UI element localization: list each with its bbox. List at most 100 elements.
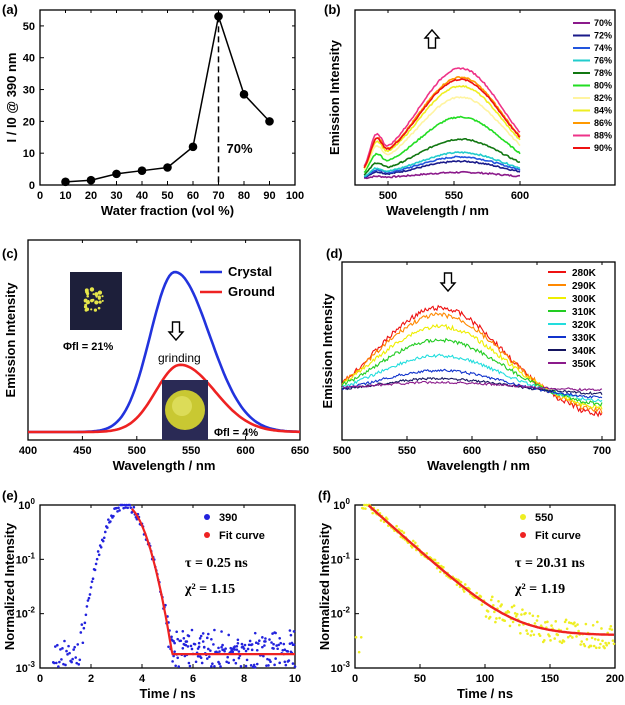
x-tick-label: 90 [263, 190, 275, 202]
data-point [102, 536, 106, 540]
x-axis-label: Water fraction (vol %) [101, 203, 234, 218]
fit-curve [367, 504, 615, 636]
data-point [531, 614, 535, 618]
data-point [608, 627, 612, 631]
down-arrow-icon [439, 272, 457, 293]
data-point [583, 644, 587, 648]
data-point [249, 664, 253, 667]
data-point [74, 656, 77, 659]
data-point [213, 628, 216, 632]
data-point [231, 650, 235, 654]
panel-label: (c) [2, 246, 18, 261]
legend-label: Crystal [228, 264, 272, 279]
data-point [528, 612, 532, 615]
legend-label: 80% [594, 81, 612, 91]
data-point [226, 655, 229, 659]
data-point [205, 657, 209, 660]
data-point [590, 636, 594, 640]
data-point [511, 620, 515, 624]
data-point [292, 630, 296, 633]
data-point [55, 661, 58, 665]
data-point [576, 623, 579, 626]
data-point [233, 645, 237, 648]
data-point [459, 580, 463, 584]
legend-marker [204, 514, 210, 520]
data-point [61, 647, 64, 650]
data-point [515, 612, 519, 616]
data-point [212, 643, 215, 646]
data-point [560, 641, 564, 645]
x-tick-label: 80 [238, 190, 250, 202]
data-point [269, 660, 272, 664]
data-point [542, 639, 546, 642]
crystal-photo-speck [97, 295, 101, 299]
panel-d: 500 550 600 650 700 (d) Emission Intensity Wave… [320, 246, 616, 473]
data-point [244, 664, 248, 668]
legend-label: 310K [572, 307, 597, 318]
data-point [410, 546, 414, 549]
data-point [261, 636, 264, 639]
y-tick-label: 10-2 [16, 606, 36, 621]
data-point [293, 665, 297, 668]
legend-label: 78% [594, 68, 612, 78]
x-tick-label: 20 [85, 190, 97, 202]
data-point [575, 635, 578, 638]
data-point [217, 646, 220, 650]
x-axis-label: Time / ns [457, 686, 513, 701]
data-point [82, 626, 86, 630]
plot-frame [341, 261, 616, 441]
crystal-photo-speck [94, 300, 99, 305]
y-tick-label: 30 [23, 85, 35, 97]
x-tick-label: 30 [110, 190, 122, 202]
data-point [573, 621, 576, 624]
data-point [261, 645, 264, 649]
data-point [492, 604, 495, 607]
data-point [239, 664, 243, 668]
data-point [58, 660, 61, 664]
series-88% [363, 67, 521, 167]
data-point [67, 644, 70, 648]
panel-label: (e) [2, 488, 18, 503]
crystal-photo-speck [84, 308, 88, 312]
data-point [199, 634, 203, 638]
data-point [567, 621, 571, 624]
crystal-photo-speck [97, 306, 101, 310]
x-tick-label: 100 [286, 190, 304, 202]
data-point [601, 639, 604, 643]
data-point [193, 642, 197, 646]
data-point [245, 658, 249, 662]
data-point [227, 661, 230, 665]
data-point [580, 640, 584, 643]
data-point [202, 646, 206, 649]
data-point [281, 648, 285, 652]
data-point [221, 643, 224, 647]
legend-label: 280K [572, 268, 597, 279]
data-point [533, 622, 537, 625]
data-point [463, 583, 467, 586]
data-point [521, 608, 524, 611]
data-point [72, 648, 75, 651]
data-point [286, 650, 290, 653]
data-point [54, 645, 57, 648]
data-point [211, 662, 214, 666]
ground-powder-core [172, 396, 192, 416]
data-point [117, 506, 120, 510]
data-point [83, 621, 87, 625]
annotation-70: 70% [227, 141, 253, 156]
data-point [536, 614, 540, 618]
data-point [263, 644, 266, 647]
data-point [128, 503, 132, 507]
series-90% [363, 78, 521, 169]
x-tick-label: 500 [128, 445, 146, 457]
data-point [274, 657, 277, 660]
panel-label: (f) [318, 488, 331, 503]
chi-label: χ² = 1.19 [514, 582, 565, 597]
data-point [214, 12, 223, 21]
data-point [265, 664, 268, 667]
data-point [494, 620, 497, 624]
data-point [242, 647, 246, 650]
data-point [255, 662, 259, 666]
data-point [610, 628, 614, 631]
crystal-photo-speck [86, 294, 89, 298]
data-point [579, 643, 582, 646]
